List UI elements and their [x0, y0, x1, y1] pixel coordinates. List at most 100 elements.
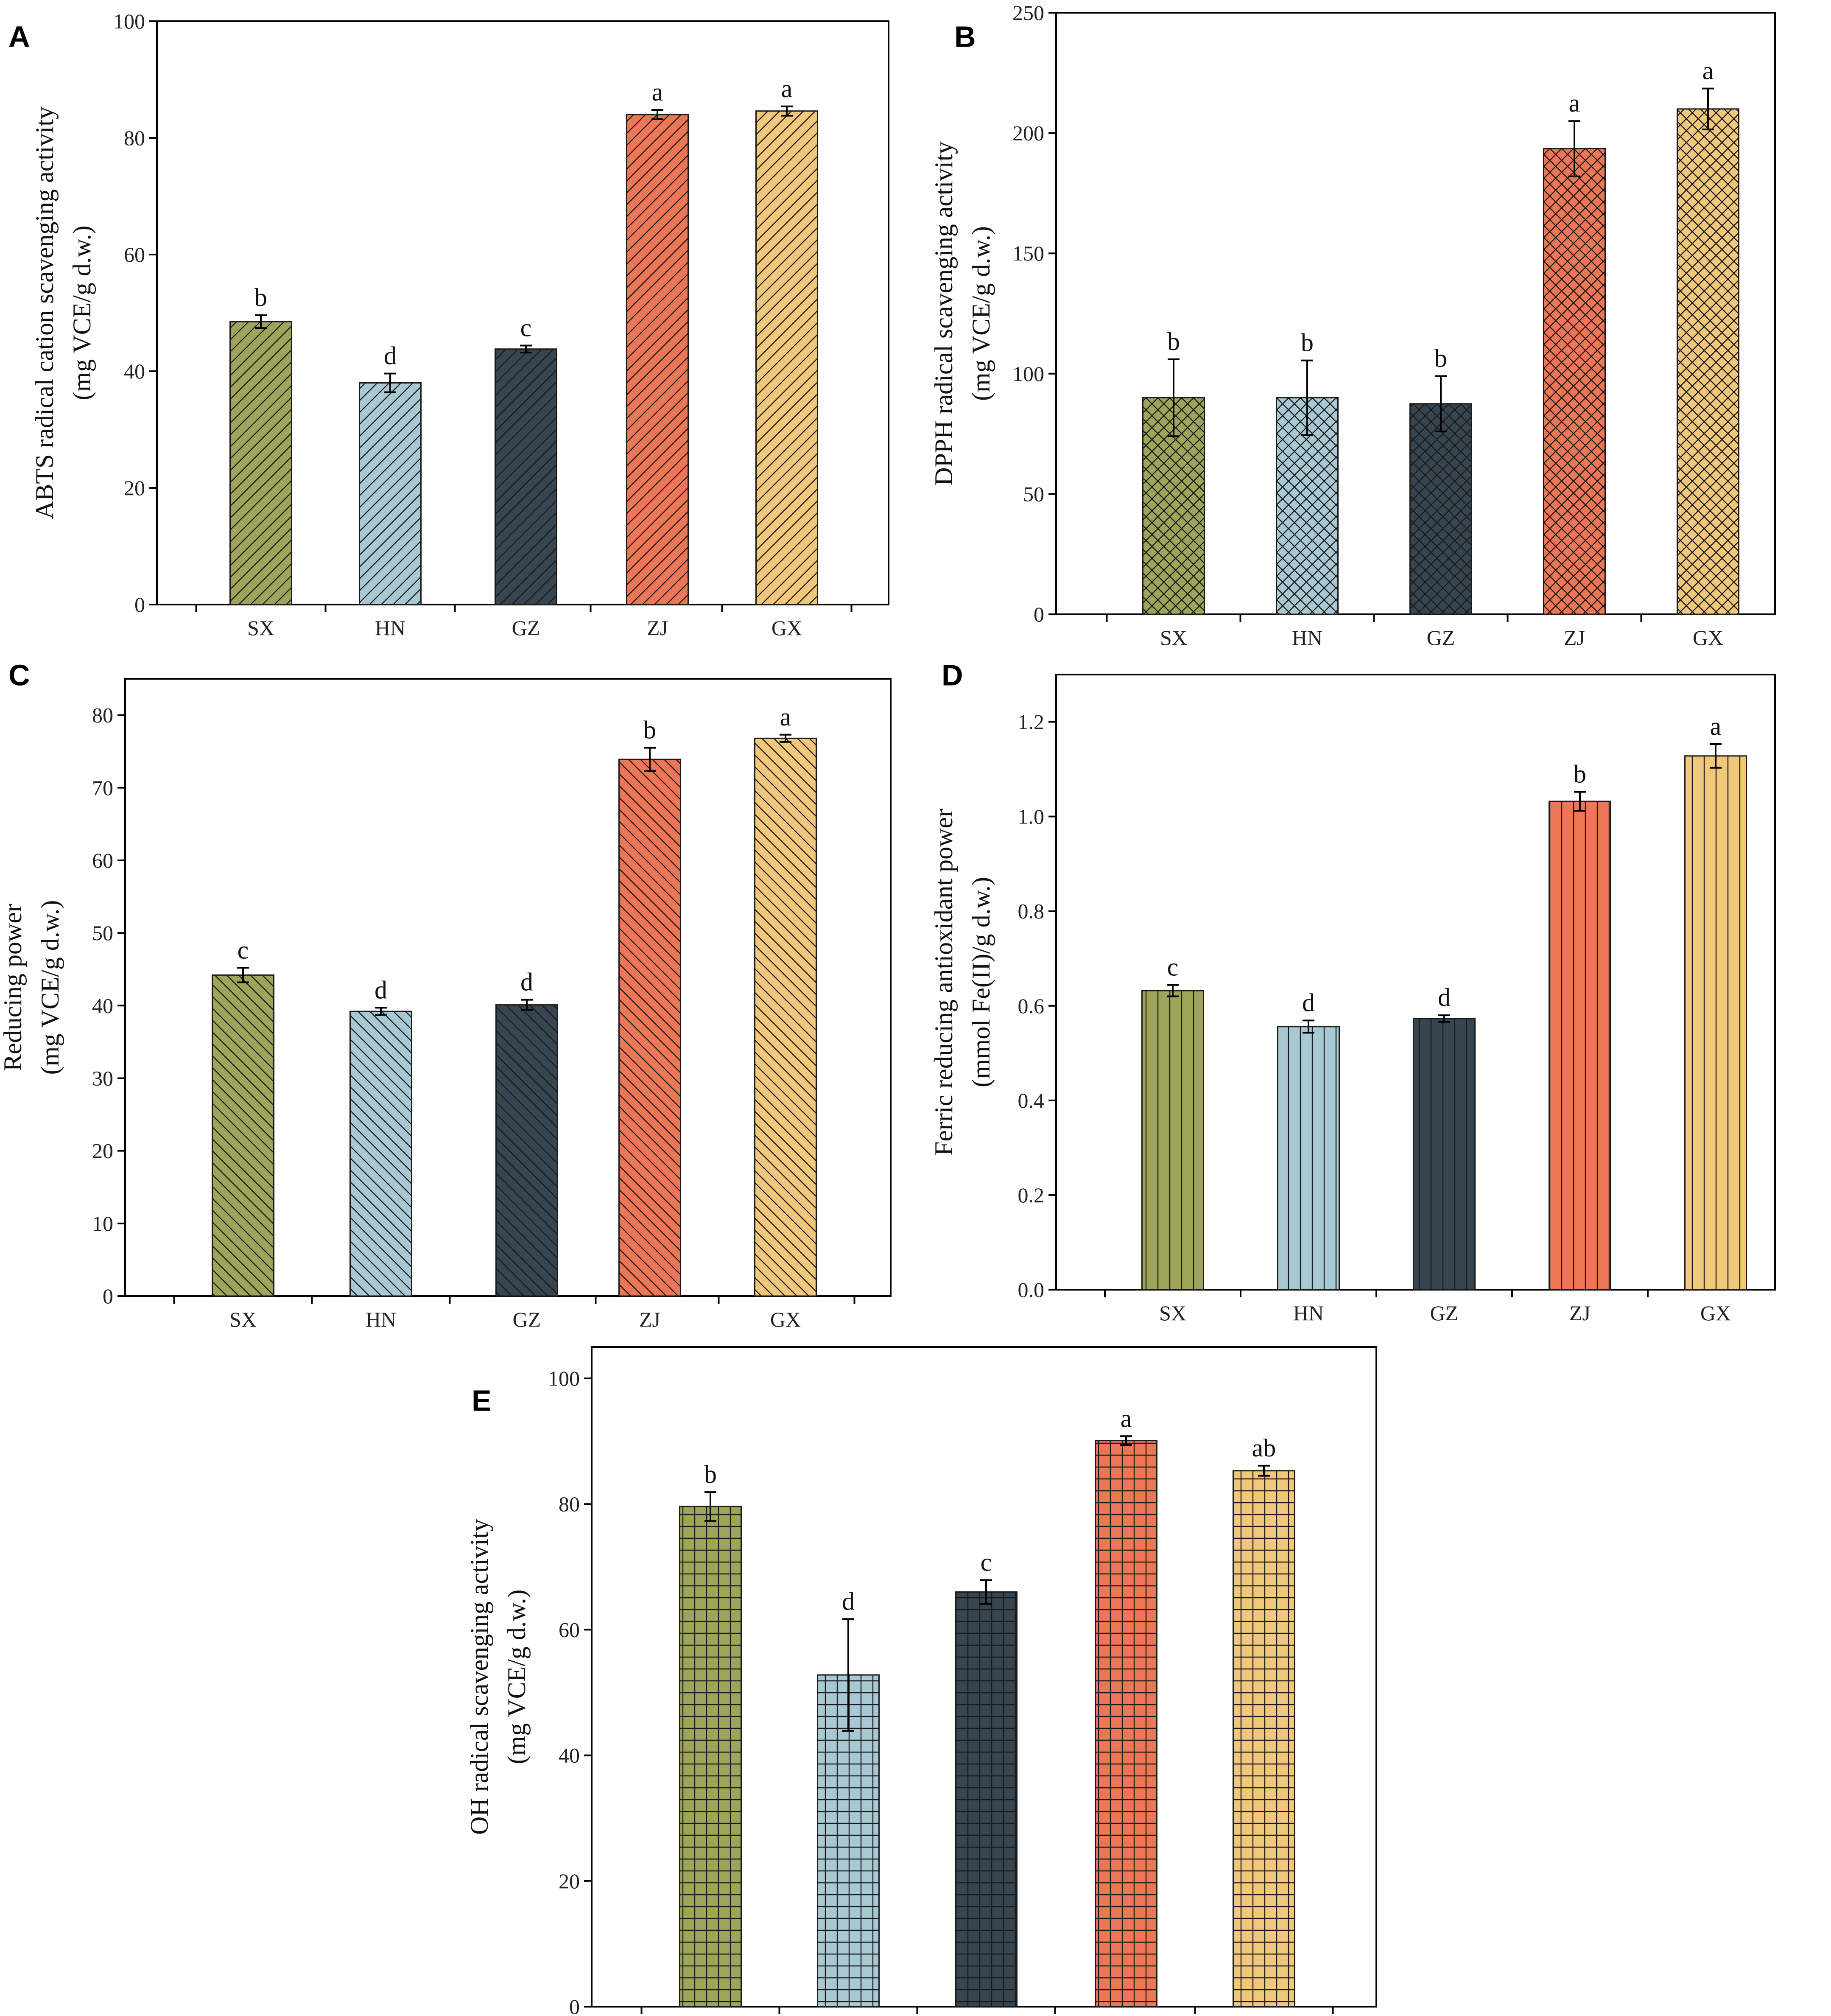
panel-A: A 0 20 40 60 80 100 ABTS radical cation scaveng… — [8, 9, 889, 640]
significance-letter: b — [1167, 328, 1180, 356]
y-tick-label: 200 — [1012, 121, 1044, 145]
panel-letter-B: B — [954, 20, 976, 53]
panel-letter-D: D — [942, 658, 963, 692]
panel-B: B 0 50 100 150 200 250 DPPH radical scavenging … — [930, 1, 1776, 650]
bar-gx — [1684, 755, 1747, 1291]
x-tick-label: GX — [770, 1308, 801, 1331]
panel-E: E 0 20 40 60 80 100 OH radical scavenging activ… — [465, 1346, 1377, 2016]
y-tick-label: 20 — [124, 476, 145, 500]
y-tick-label: 60 — [124, 243, 145, 266]
y-tick-label: 150 — [1012, 241, 1044, 265]
x-tick-label: HN — [1293, 1301, 1324, 1325]
panel-letter-C: C — [8, 658, 30, 692]
bar-gx — [1233, 1470, 1295, 2008]
y-tick-label: 100 — [548, 1366, 580, 1390]
significance-letter: c — [1167, 953, 1179, 981]
bar-zj — [1549, 801, 1611, 1291]
bar-gx — [1677, 108, 1739, 615]
significance-letter: c — [520, 314, 532, 342]
bar-gz — [955, 1591, 1018, 2008]
bar-hn — [359, 382, 422, 605]
y-tick-label: 1.0 — [1018, 805, 1045, 829]
significance-letter: b — [254, 283, 267, 311]
bar-sx — [1141, 990, 1204, 1291]
bar-zj — [618, 759, 681, 1297]
y-axis-label-line2: (mg VCE/g d.w.) — [967, 226, 995, 401]
y-tick-label: 0 — [103, 1284, 113, 1308]
y-tick-label: 20 — [559, 1869, 580, 1893]
x-tick-label: ZJ — [1564, 626, 1585, 650]
y-tick-label: 60 — [559, 1618, 580, 1641]
y-tick-label: 1.2 — [1018, 710, 1045, 734]
x-tick-label: HN — [1292, 626, 1322, 650]
bar-gx — [754, 737, 817, 1297]
significance-letter: a — [1702, 57, 1714, 85]
bar-gz — [1409, 403, 1472, 615]
bar-gx — [755, 110, 818, 605]
y-tick-label: 60 — [92, 848, 113, 872]
significance-letter: a — [780, 703, 791, 731]
y-tick-label: 0.0 — [1018, 1278, 1045, 1302]
x-tick-label: ZJ — [639, 1308, 660, 1331]
significance-letter: a — [781, 75, 793, 103]
y-axis-label: OH radical scavenging activity (mg VCE/g … — [465, 1519, 531, 1835]
bar-sx — [679, 1506, 742, 2008]
x-tick-label: SX — [1160, 626, 1187, 650]
y-tick-label: 80 — [92, 703, 113, 727]
y-tick-label: 40 — [92, 994, 113, 1017]
x-tick-label: SX — [247, 616, 274, 640]
y-tick-label: 0.2 — [1018, 1183, 1045, 1207]
significance-letter: d — [375, 976, 387, 1004]
bar-hn — [349, 1011, 412, 1297]
x-tick-label: GZ — [513, 1308, 541, 1331]
y-axis-label-line2: (mg VCE/g d.w.) — [36, 900, 64, 1075]
bar-sx — [229, 321, 292, 605]
y-tick-label: 0 — [1034, 602, 1044, 626]
bar-gz — [495, 348, 557, 605]
x-tick-label: GX — [1693, 626, 1723, 650]
y-tick-label: 40 — [559, 1744, 580, 1767]
significance-letter: b — [1301, 329, 1314, 357]
significance-letter: ab — [1252, 1434, 1276, 1462]
significance-letter: d — [384, 342, 397, 370]
x-tick-label: GX — [772, 616, 802, 640]
y-axis-label: DPPH radical scavenging activity (mg VCE/… — [930, 141, 995, 485]
bar-gz — [1413, 1018, 1476, 1291]
y-tick-label: 0 — [134, 593, 145, 616]
x-tick-label: ZJ — [647, 616, 668, 640]
y-tick-label: 100 — [1012, 362, 1044, 386]
y-axis-label-line2: (mg VCE/g d.w.) — [503, 1590, 531, 1764]
bar-zj — [626, 114, 689, 605]
x-tick-label: HN — [366, 1308, 396, 1331]
y-tick-label: 80 — [124, 126, 145, 150]
y-axis-label: Ferric reducing antioxidant power (mmol F… — [930, 809, 995, 1156]
significance-letter: b — [704, 1460, 717, 1488]
y-tick-label: 10 — [92, 1212, 113, 1235]
y-axis-label: Reducing power (mg VCE/g d.w.) — [0, 900, 64, 1075]
y-axis-label-line1: DPPH radical scavenging activity — [930, 141, 958, 485]
y-tick-label: 0 — [569, 1995, 580, 2016]
y-tick-label: 50 — [1023, 482, 1044, 506]
bar-sx — [212, 974, 274, 1297]
y-tick-label: 0.8 — [1018, 899, 1045, 923]
significance-letter: a — [1710, 712, 1722, 740]
significance-letter: a — [1121, 1404, 1132, 1432]
bar-hn — [1277, 1026, 1340, 1291]
panel-letter-E: E — [472, 1384, 492, 1417]
y-axis-label-line1: OH radical scavenging activity — [465, 1519, 493, 1835]
y-axis-label-line1: ABTS radical cation scavenging activity — [31, 106, 59, 519]
y-axis-label-line1: Reducing power — [0, 904, 27, 1071]
x-tick-label: GZ — [512, 616, 540, 640]
significance-letter: a — [1569, 89, 1580, 117]
x-tick-label: SX — [1159, 1301, 1186, 1325]
bar-gz — [495, 1004, 558, 1297]
significance-letter: a — [652, 78, 663, 106]
significance-letter: b — [643, 716, 656, 744]
x-tick-label: GX — [1700, 1301, 1731, 1325]
y-tick-label: 0.4 — [1018, 1089, 1045, 1112]
bar-zj — [1095, 1440, 1157, 2008]
y-axis-label-line1: Ferric reducing antioxidant power — [930, 809, 958, 1156]
y-tick-label: 80 — [559, 1492, 580, 1516]
y-axis-label-line2: (mg VCE/g d.w.) — [68, 226, 96, 400]
